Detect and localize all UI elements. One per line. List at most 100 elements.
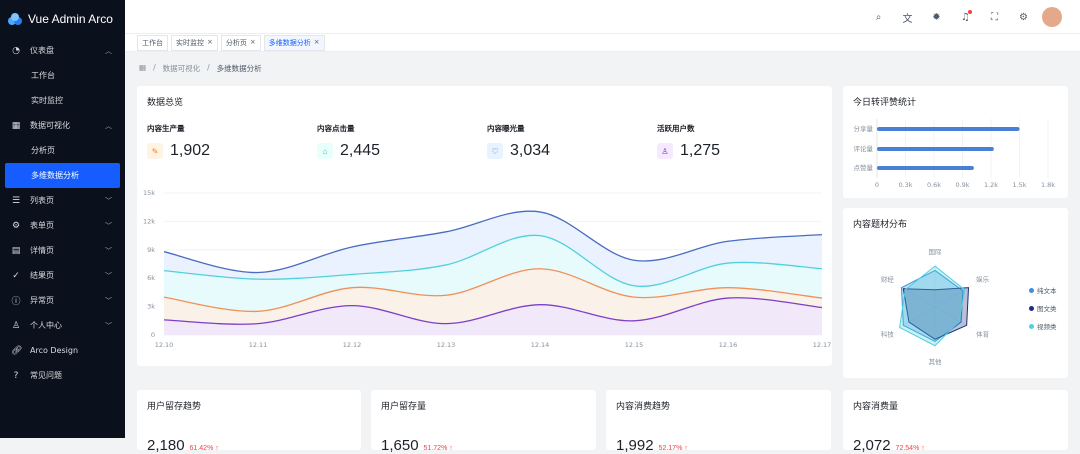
sidebar-item-label: 个人中心: [30, 321, 62, 330]
tab-label: 分析页: [225, 38, 247, 47]
check-circle-icon: ✓: [12, 270, 20, 281]
x-tick-label: 12.13: [437, 341, 456, 349]
chevron-down-icon: ﹀: [105, 221, 112, 230]
app-logo[interactable]: Vue Admin Arco: [0, 0, 125, 38]
card-title: 今日转评赞统计: [853, 98, 917, 108]
close-icon[interactable]: ×: [249, 37, 256, 46]
fullscreen-icon[interactable]: ⛶: [991, 11, 998, 23]
card-title: 用户留存量: [381, 402, 427, 412]
y-tick-label: 分享量: [854, 124, 874, 133]
thumb-up-icon: ⌂: [317, 143, 333, 159]
arrow-up-icon: ↑: [215, 445, 219, 452]
stat-value: 1,275: [680, 142, 721, 159]
stat-change: 61.42% ↑: [189, 445, 219, 452]
y-tick-label: 12k: [143, 217, 155, 225]
language-icon[interactable]: 文: [902, 13, 913, 25]
settings-icon[interactable]: ⚙: [1019, 11, 1028, 23]
bottom-card-consumption-trend: 内容消费趋势 1,992 52.17% ↑: [606, 390, 831, 454]
bottom-card-retention: 用户留存量 1,650 51.72% ↑: [371, 390, 596, 454]
theme-icon[interactable]: ✹: [932, 11, 941, 23]
sidebar-item-label: 工作台: [31, 71, 55, 80]
tab-multi-dimension[interactable]: 多维数据分析 ×: [263, 34, 325, 51]
stat-value: 1,650: [381, 437, 419, 454]
radar-axis-label: 国际: [929, 247, 943, 256]
overview-card: 数据总览 内容生产量 ✎ 1,902 内容点击量 ⌂ 2,445 内容曝光量 ♡ 3,034 活跃…: [137, 86, 832, 366]
sidebar-item-label: 详情页: [30, 246, 54, 255]
apps-icon: ▦: [11, 120, 21, 131]
chevron-down-icon: ﹀: [105, 246, 112, 255]
sidebar-item-label: 表单页: [30, 221, 54, 230]
arrow-up-icon: ↑: [449, 445, 453, 452]
bar-2: [877, 166, 974, 170]
legend-item[interactable]: 视频类: [1029, 321, 1057, 331]
sidebar-item-form[interactable]: ⚙ 表单页 ﹀: [0, 213, 125, 238]
sidebar-item-label: 列表页: [30, 196, 54, 205]
share-stats-card: 今日转评赞统计 0 0.3k 0.6k 0.9k 1.2k 1.5k 1.8k 分享量 评论量点…: [843, 86, 1068, 198]
notification-icon[interactable]: ♫: [951, 9, 980, 23]
heart-icon: ♡: [487, 143, 503, 159]
x-tick-label: 12.12: [343, 341, 362, 349]
avatar[interactable]: [1042, 7, 1062, 27]
user-icon: ♙: [11, 320, 21, 331]
stat-0: 内容生产量 ✎ 1,902: [147, 123, 210, 160]
legend-item[interactable]: 图文类: [1029, 303, 1057, 313]
card-title: 内容消费趋势: [616, 402, 671, 412]
card-title: 用户留存趋势: [147, 402, 202, 412]
user-icon: ♙: [657, 143, 673, 159]
area-line-3: [163, 297, 823, 325]
sidebar-item-label: 仪表盘: [30, 46, 54, 55]
card-title: 数据总览: [147, 98, 184, 108]
stat-value: 1,902: [170, 142, 211, 159]
radar-axis-label: 科技: [881, 330, 895, 339]
tab-monitor[interactable]: 实时监控 ×: [171, 34, 218, 51]
sidebar-item-analysis[interactable]: 分析页: [0, 138, 125, 163]
card-title: 内容题材分布: [853, 220, 908, 230]
radar-axis-label: 体育: [976, 330, 990, 339]
close-icon[interactable]: ×: [313, 37, 320, 46]
arrow-up-icon: ↑: [684, 445, 688, 452]
stat-value: 2,445: [340, 142, 381, 159]
close-icon[interactable]: ×: [207, 37, 213, 46]
sidebar-item-result[interactable]: ✓ 结果页 ﹀: [0, 263, 125, 288]
apps-icon[interactable]: ▦: [139, 63, 147, 72]
radar-axis: [897, 306, 936, 329]
sidebar-item-label: 实时监控: [31, 96, 63, 105]
area-fill-3: [164, 297, 822, 335]
sidebar-item-visualization[interactable]: ▦ 数据可视化 ︿: [0, 113, 125, 138]
overview-area-chart: 0 3k 6k 9k 12k 15k 12.10 12.11 12.12 12.13 12.14 12…: [143, 189, 831, 349]
stat-value: 2,072: [853, 437, 891, 454]
breadcrumb-item[interactable]: 数据可视化: [162, 64, 201, 73]
sidebar-item-list[interactable]: ☰ 列表页 ﹀: [0, 188, 125, 213]
radar-axis-label: 其他: [929, 357, 943, 366]
x-tick-label: 12.15: [625, 341, 644, 349]
tab-analysis[interactable]: 分析页 ×: [220, 34, 261, 51]
tab-workplace[interactable]: 工作台: [137, 34, 168, 51]
stat-change: 72.54% ↑: [895, 445, 925, 452]
legend-item[interactable]: 纯文本: [1029, 285, 1057, 295]
list-icon: ☰: [11, 195, 21, 206]
sidebar-item-dashboard[interactable]: ◔ 仪表盘 ︿: [0, 38, 125, 63]
stat-label: 内容点击量: [317, 124, 355, 133]
sidebar-item-workplace[interactable]: 工作台: [0, 63, 125, 88]
sidebar-item-exception[interactable]: ⓘ 异常页 ﹀: [0, 288, 125, 313]
search-icon[interactable]: ⌕: [875, 11, 882, 23]
chevron-down-icon: ﹀: [105, 271, 112, 280]
chevron-up-icon: ︿: [105, 121, 112, 130]
radar-series-2: [899, 265, 966, 347]
sidebar-item-multi-dimension[interactable]: 多维数据分析: [5, 163, 120, 188]
notification-dot: [968, 9, 972, 14]
sidebar-item-arco-design[interactable]: 🔗︎ Arco Design: [0, 338, 125, 363]
sidebar-item-faq[interactable]: ? 常见问题: [0, 363, 125, 388]
chevron-down-icon: ﹀: [105, 296, 112, 305]
tab-bar: 工作台 实时监控 × 分析页 × 多维数据分析 ×: [125, 34, 1080, 52]
sidebar-item-label: 结果页: [30, 271, 54, 280]
sidebar: Vue Admin Arco ◔ 仪表盘 ︿ 工作台 实时监控 ▦ 数据可视化 ︿ 分析…: [0, 0, 125, 438]
bottom-card-consumption: 内容消费量 2,072 72.54% ↑: [843, 390, 1068, 454]
sidebar-item-monitor[interactable]: 实时监控: [0, 88, 125, 113]
sidebar-item-profile[interactable]: ▤ 详情页 ﹀: [0, 238, 125, 263]
sidebar-item-user[interactable]: ♙ 个人中心 ﹀: [0, 313, 125, 338]
stat-1: 内容点击量 ⌂ 2,445: [317, 123, 380, 160]
y-tick-label: 点赞量: [854, 163, 874, 172]
y-tick-label: 0: [151, 331, 155, 339]
